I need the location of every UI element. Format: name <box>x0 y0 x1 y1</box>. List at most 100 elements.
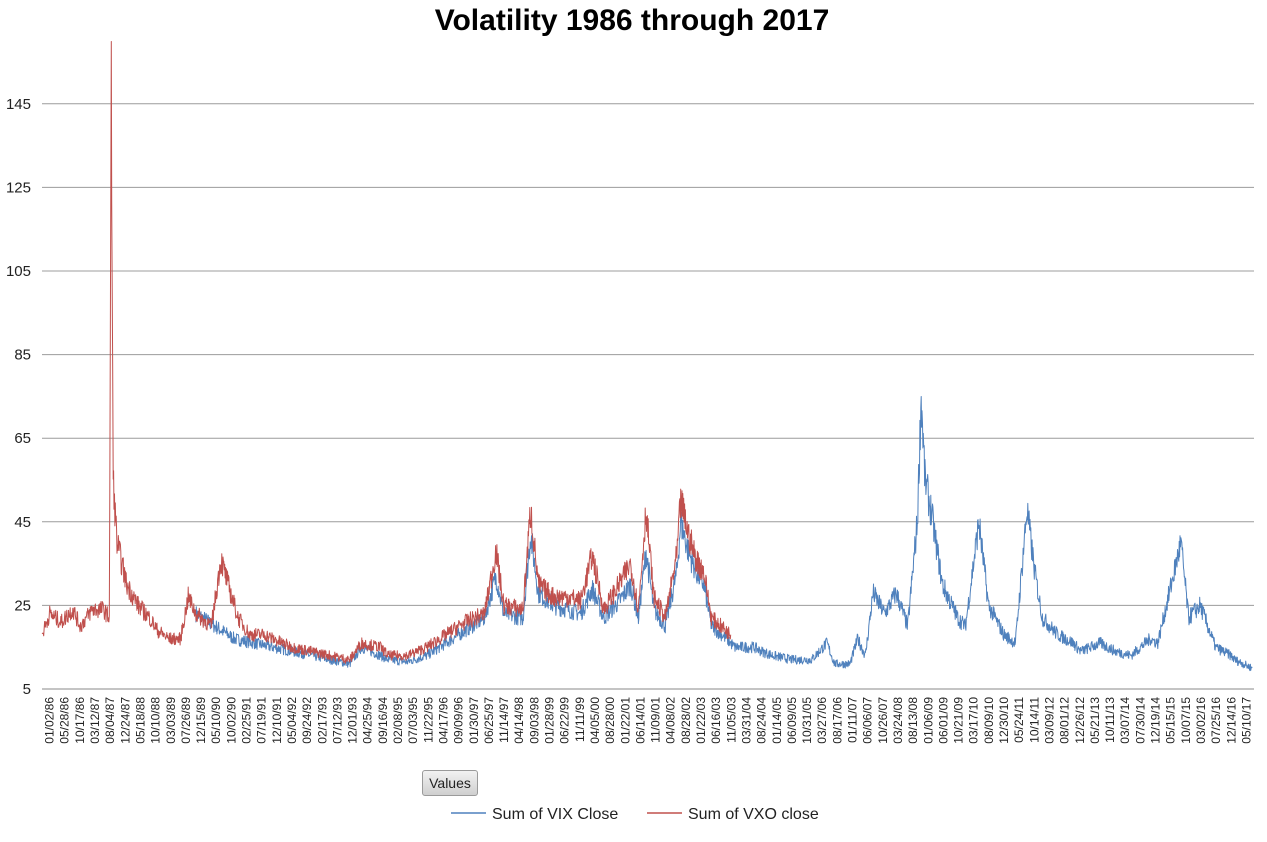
x-tick-label: 10/14/11 <box>1027 697 1041 743</box>
x-tick-label: 07/30/14 <box>1133 697 1147 744</box>
x-tick-label: 12/15/89 <box>194 697 208 744</box>
x-tick-label: 12/19/14 <box>1149 697 1163 744</box>
y-tick-label: 45 <box>14 514 31 531</box>
x-tick-label: 08/17/06 <box>830 697 844 744</box>
x-tick-label: 05/21/13 <box>1088 697 1102 744</box>
x-tick-label: 08/01/12 <box>1058 697 1072 744</box>
x-tick-label: 07/12/93 <box>330 697 344 744</box>
x-tick-label: 07/25/16 <box>1209 697 1223 744</box>
x-tick-label: 01/22/03 <box>694 697 708 744</box>
x-tick-label: 03/31/04 <box>739 697 753 744</box>
x-axis: 01/02/86 05/28/86 10/17/86 03/12/87 08/04/87… <box>43 697 1254 744</box>
x-tick-label: 12/26/12 <box>1073 697 1087 744</box>
x-tick-label: 10/26/07 <box>876 697 890 744</box>
x-tick-label: 10/21/09 <box>952 697 966 744</box>
x-tick-label: 08/04/87 <box>103 697 117 744</box>
x-tick-label: 05/15/15 <box>1164 697 1178 744</box>
x-tick-label: 02/08/95 <box>391 697 405 744</box>
x-tick-label: 08/24/04 <box>755 697 769 744</box>
series-line-vix <box>195 396 1253 672</box>
x-tick-label: 06/14/01 <box>633 697 647 744</box>
x-tick-label: 04/14/98 <box>512 697 526 744</box>
x-tick-label: 01/11/07 <box>846 697 860 743</box>
x-tick-label: 08/13/08 <box>906 697 920 744</box>
chart-title: Volatility 1986 through 2017 <box>435 4 830 37</box>
x-tick-label: 07/26/89 <box>179 697 193 744</box>
x-tick-label: 09/03/98 <box>527 697 541 744</box>
x-tick-label: 10/17/86 <box>73 697 87 744</box>
y-tick-label: 105 <box>6 263 31 280</box>
x-tick-label: 08/28/00 <box>603 697 617 744</box>
x-tick-label: 12/14/16 <box>1224 697 1238 744</box>
x-tick-label: 12/30/10 <box>997 697 1011 744</box>
x-tick-label: 11/14/97 <box>497 697 511 743</box>
x-tick-label: 06/25/97 <box>482 697 496 744</box>
x-tick-label: 01/28/99 <box>543 697 557 744</box>
x-tick-label: 11/11/99 <box>573 697 587 742</box>
x-tick-label: 06/16/03 <box>709 697 723 744</box>
legend-label-vix: Sum of VIX Close <box>492 806 618 823</box>
x-tick-label: 02/17/93 <box>315 697 329 744</box>
values-field-button[interactable]: Values <box>422 770 478 796</box>
x-tick-label: 03/07/14 <box>1118 697 1132 744</box>
x-tick-label: 12/24/87 <box>118 697 132 744</box>
x-tick-label: 06/09/05 <box>785 697 799 744</box>
y-tick-label: 25 <box>14 597 31 614</box>
legend-label-vxo: Sum of VXO close <box>688 806 819 823</box>
y-tick-label: 85 <box>14 347 31 364</box>
x-tick-label: 01/14/05 <box>770 697 784 744</box>
gridlines <box>42 103 1254 690</box>
x-tick-label: 10/02/90 <box>224 697 238 744</box>
x-tick-label: 07/19/91 <box>255 697 269 744</box>
x-tick-label: 07/03/95 <box>406 697 420 744</box>
x-tick-label: 01/30/97 <box>467 697 481 744</box>
x-tick-label: 12/01/93 <box>346 697 360 744</box>
x-tick-label: 06/22/99 <box>558 697 572 744</box>
x-tick-label: 04/17/96 <box>436 697 450 744</box>
plot-area <box>41 41 1253 672</box>
x-tick-label: 01/02/86 <box>43 697 57 744</box>
x-tick-label: 09/09/96 <box>452 697 466 744</box>
x-tick-label: 05/10/90 <box>209 697 223 744</box>
y-axis: 5 25 45 65 85 105 125 145 <box>6 96 31 698</box>
x-tick-label: 03/17/10 <box>967 697 981 744</box>
x-tick-label: 12/10/91 <box>270 697 284 744</box>
x-tick-label: 06/06/07 <box>861 697 875 744</box>
x-tick-label: 01/06/09 <box>921 697 935 744</box>
x-tick-label: 05/10/17 <box>1239 697 1253 744</box>
x-tick-label: 10/31/05 <box>800 697 814 744</box>
x-tick-label: 05/04/92 <box>285 697 299 744</box>
y-tick-label: 65 <box>14 430 31 447</box>
x-tick-label: 09/16/94 <box>376 697 390 744</box>
x-tick-label: 05/28/86 <box>58 697 72 744</box>
x-tick-label: 03/09/12 <box>1042 697 1056 744</box>
x-tick-label: 04/05/00 <box>588 697 602 744</box>
x-tick-label: 10/10/88 <box>149 697 163 744</box>
x-tick-label: 11/05/03 <box>724 697 738 743</box>
y-tick-label: 145 <box>6 96 31 113</box>
x-tick-label: 05/18/88 <box>133 697 147 744</box>
legend: Sum of VIX Close Sum of VXO close <box>451 806 819 823</box>
x-tick-label: 08/28/02 <box>679 697 693 744</box>
x-tick-label: 03/27/06 <box>815 697 829 744</box>
x-tick-label: 03/02/16 <box>1194 697 1208 744</box>
x-tick-label: 08/09/10 <box>982 697 996 744</box>
series-line-vxo <box>41 41 732 664</box>
x-tick-label: 03/03/89 <box>164 697 178 744</box>
x-tick-label: 10/11/13 <box>1103 697 1117 743</box>
x-tick-label: 11/22/95 <box>421 697 435 743</box>
y-tick-label: 125 <box>6 179 31 196</box>
x-tick-label: 05/24/11 <box>1012 697 1026 743</box>
x-tick-label: 03/12/87 <box>88 697 102 744</box>
y-tick-label: 5 <box>23 681 31 698</box>
x-tick-label: 10/07/15 <box>1179 697 1193 744</box>
x-tick-label: 06/01/09 <box>936 697 950 744</box>
x-tick-label: 03/24/08 <box>891 697 905 744</box>
x-tick-label: 01/22/01 <box>618 697 632 744</box>
x-tick-label: 04/08/02 <box>664 697 678 744</box>
x-tick-label: 11/09/01 <box>649 697 663 743</box>
x-tick-label: 02/25/91 <box>240 697 254 744</box>
x-tick-label: 04/25/94 <box>361 697 375 744</box>
x-tick-label: 09/24/92 <box>300 697 314 744</box>
